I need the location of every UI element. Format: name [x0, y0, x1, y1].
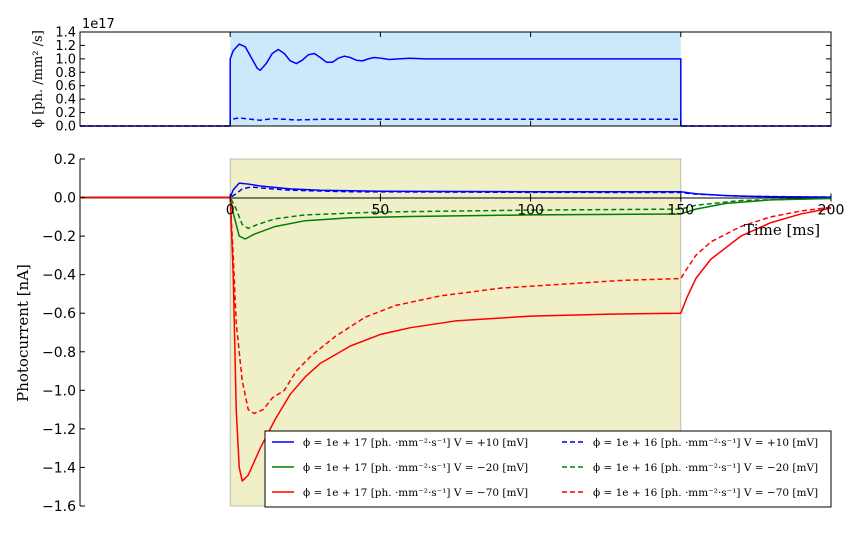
photocurrent-x-tick-label: 150 [667, 203, 694, 219]
stimulus-y-tick-label: 0.6 [55, 79, 76, 94]
photocurrent-y-tick-label: −0.2 [42, 229, 76, 245]
photocurrent-series-group [80, 182, 832, 482]
stimulus-blue-solid-line [80, 43, 831, 127]
photocurrent-y-tick-label: −0.8 [42, 345, 76, 361]
photocurrent-blue-dashed-line [80, 186, 832, 199]
stimulus-y-tick-label: 0.2 [55, 106, 76, 121]
photocurrent-x-tick-label: 100 [517, 203, 544, 219]
stimulus-y-tick-label: 0.0 [55, 120, 76, 135]
photocurrent-y-tick-label: −1.0 [42, 383, 76, 399]
stimulus-y-tick-label: 1.2 [55, 39, 76, 54]
legend: ϕ = 1e + 17 [ph. ·mm⁻²·s⁻¹] V = +10 [mV]… [264, 430, 832, 508]
photocurrent-y-tick-label: −0.4 [42, 268, 76, 284]
photocurrent-y-tick-label: 0.0 [54, 191, 76, 207]
legend-label: ϕ = 1e + 17 [ph. ·mm⁻²·s⁻¹] V = −20 [mV] [303, 462, 528, 474]
stimulus-plot-frame [79, 31, 832, 127]
photocurrent-y-tick-label: −1.4 [42, 460, 76, 476]
legend-items: ϕ = 1e + 17 [ph. ·mm⁻²·s⁻¹] V = +10 [mV]… [272, 437, 818, 499]
stimulus-blue-dashed-line [80, 117, 831, 127]
photocurrent-green-dashed-line [80, 196, 832, 230]
photocurrent-y-tick-label: −1.2 [42, 422, 76, 438]
photocurrent-x-tick-label: 0 [226, 203, 235, 219]
stimulus-y-tick-label: 0.4 [55, 93, 76, 108]
stimulus-y-tick-label: 1.4 [55, 26, 76, 41]
photocurrent-x-tick-label: 200 [818, 203, 845, 219]
stimulus-light-on-shade [230, 32, 681, 126]
legend-label: ϕ = 1e + 16 [ph. ·mm⁻²·s⁻¹] V = −20 [mV] [593, 462, 818, 474]
photocurrent-y-axis-label: Photocurrent [nA] [14, 264, 32, 402]
stimulus-series-group [80, 43, 831, 127]
photocurrent-x-tick-label: 50 [371, 203, 389, 219]
stimulus-y-ticks: 0.00.20.40.60.81.01.21.4 [55, 26, 832, 135]
photocurrent-y-tick-label: 0.2 [54, 152, 76, 168]
photocurrent-y-ticks: 0.2 0.0 −0.2 −0.4 −0.6 −0.8 −1.0 −1.2 −1.4 −1.6 [42, 152, 85, 515]
legend-box [264, 430, 832, 508]
legend-label: ϕ = 1e + 17 [ph. ·mm⁻²·s⁻¹] V = −70 [mV] [303, 487, 528, 499]
photocurrent-y-tick-label: −0.6 [42, 306, 76, 322]
legend-label: ϕ = 1e + 16 [ph. ·mm⁻²·s⁻¹] V = +10 [mV] [593, 437, 818, 449]
stimulus-y-axis-label: ϕ [ph. /mm² /s] [31, 30, 46, 128]
legend-label: ϕ = 1e + 17 [ph. ·mm⁻²·s⁻¹] V = +10 [mV] [303, 437, 528, 449]
photocurrent-red-dashed-line [80, 196, 832, 415]
stimulus-y-tick-label: 0.8 [55, 66, 76, 81]
photocurrent-y-tick-label: −1.6 [42, 499, 76, 515]
photocurrent-x-ticks: 0 50 100 150 200 [226, 193, 845, 219]
photocurrent-x-axis-label: Time [ms] [744, 221, 820, 239]
photocurrent-green-solid-line [80, 196, 832, 240]
legend-label: ϕ = 1e + 16 [ph. ·mm⁻²·s⁻¹] V = −70 [mV] [593, 487, 818, 499]
stimulus-panel: 0.00.20.40.60.81.01.21.4 1e17 ϕ [ph. /mm… [31, 17, 832, 135]
stimulus-offset-text: 1e17 [82, 17, 115, 32]
stimulus-y-tick-label: 1.0 [55, 52, 76, 67]
photocurrent-red-solid-line [80, 196, 832, 482]
photocurrent-blue-solid-line [80, 182, 832, 199]
